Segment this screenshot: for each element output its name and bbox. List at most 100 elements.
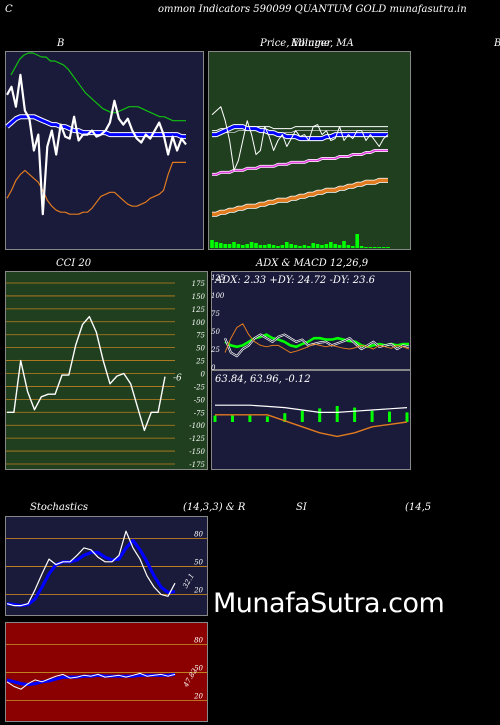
bollinger-middle-band	[6, 115, 186, 139]
cci-tick-label: 150	[192, 293, 206, 301]
volume-bar	[258, 245, 263, 248]
volume-bar	[236, 244, 241, 248]
cci-tick-label: -175	[189, 461, 205, 469]
cci-tick-label: -100	[189, 422, 205, 430]
volume-bar	[355, 234, 359, 248]
volume-bar	[324, 244, 329, 248]
price-title: Price, Volume, MA	[260, 38, 354, 49]
volume-bar	[223, 244, 227, 248]
volume-bar	[320, 245, 324, 248]
volume-bar	[381, 247, 386, 248]
volume-bar	[342, 241, 346, 248]
volume-bar	[359, 246, 364, 248]
volume-bar	[307, 246, 311, 248]
volume-bar	[210, 240, 214, 248]
adx-tick-label: 0	[211, 364, 216, 370]
volume-bar	[368, 247, 373, 248]
rsi-line	[6, 672, 176, 690]
volume-bar	[302, 245, 307, 248]
bollinger-lower-band	[6, 161, 186, 215]
volume-bar	[263, 245, 267, 248]
cci-tick-label: 125	[192, 306, 206, 314]
rsi-params: (14,5	[405, 502, 432, 513]
stochastics-background	[5, 516, 208, 616]
macd-signal-line	[215, 404, 408, 413]
stoch-tick-label: 20	[193, 586, 203, 594]
macd-histogram-bar	[353, 407, 357, 422]
bollinger-panel	[5, 51, 204, 250]
volume-bar	[351, 246, 355, 248]
bollinger-title: B	[57, 38, 65, 49]
header-left: C	[5, 4, 13, 15]
macd-histogram-bar	[265, 416, 269, 422]
watermark: MunafaSutra.com	[213, 588, 445, 619]
cci-tick-label: -150	[189, 448, 205, 456]
rsi-background	[5, 622, 208, 722]
price-line	[211, 106, 389, 171]
cci-tick-label: -50	[194, 396, 206, 404]
cci-tick-label: 75	[196, 332, 205, 340]
ma-orange-line	[212, 178, 388, 216]
adx-tick-label: 100	[211, 292, 225, 300]
volume-bar	[249, 242, 254, 248]
stoch-params: (14,3,3) & R	[183, 502, 246, 513]
macd-histogram-bar	[248, 415, 252, 422]
stoch-tick-label: 50	[194, 559, 203, 567]
adx-background	[211, 271, 411, 370]
macd-histogram-bar	[213, 415, 217, 422]
cci-tick-label: 100	[192, 319, 206, 327]
volume-bar	[329, 242, 333, 248]
bollinger-upper-band	[10, 52, 186, 122]
volume-bar	[337, 245, 342, 248]
rsi-tick-label: 80	[194, 637, 203, 645]
adx-tick-label: 50	[211, 328, 220, 336]
volume-bar	[227, 244, 232, 248]
cci-tick-label: 50	[196, 345, 205, 353]
cci-title: CCI 20	[56, 258, 92, 269]
bollinger-price-line	[6, 73, 187, 216]
stoch-tick-label: 80	[194, 531, 203, 539]
cci-line	[7, 315, 166, 432]
cci-value-label: -6	[173, 374, 182, 384]
volume-bar	[276, 246, 280, 248]
macd-panel	[211, 370, 411, 470]
volume-bar	[289, 244, 293, 248]
volume-bar	[254, 243, 258, 248]
right-cut-title: B	[494, 38, 500, 49]
volume-bar	[241, 245, 245, 248]
volume-bar	[280, 245, 285, 248]
ma-pink-line	[212, 149, 388, 176]
header-title: ommon Indicators 590099 QUANTUM GOLD mun…	[158, 4, 467, 15]
volume-bar	[364, 247, 368, 248]
volume-bar	[373, 247, 377, 248]
volume-bar	[311, 243, 315, 248]
minus-dy-line	[224, 323, 410, 354]
macd-histogram-bar	[370, 410, 374, 422]
macd-histogram-bar	[231, 415, 234, 422]
price-panel	[208, 51, 411, 250]
cci-panel: 175 150 125 100 75 50 25 0 -25 -50 -75 -100 -125 -150…	[5, 271, 208, 470]
macd-line	[215, 414, 408, 438]
adx-readout: ADX: 2.33 +DY: 24.72 -DY: 23.6	[215, 275, 376, 286]
volume-bar	[285, 242, 289, 248]
volume-bar	[315, 244, 320, 248]
cci-tick-label: 175	[192, 280, 206, 288]
volume-bar	[386, 247, 390, 248]
volume-bar	[232, 242, 236, 248]
volume-bar	[377, 247, 381, 248]
price-title-overlap: Ellinger	[291, 38, 332, 49]
cci-tick-label: -25	[194, 383, 206, 391]
macd-histogram-bar	[405, 412, 409, 422]
cci-tick-label: -75	[194, 409, 206, 417]
ma-blue-line	[212, 125, 388, 141]
volume-bar	[346, 245, 351, 248]
stoch-title: Stochastics	[30, 502, 88, 513]
stoch-k-line	[6, 530, 176, 607]
macd-background	[211, 370, 411, 470]
bollinger-background	[5, 51, 204, 250]
volume-bar	[267, 244, 271, 248]
volume-bar	[298, 246, 302, 248]
rsi-panel: 80 50 20 47.82	[5, 622, 208, 722]
adx-tick-label: 125	[211, 274, 225, 282]
volume-bar	[245, 244, 249, 248]
